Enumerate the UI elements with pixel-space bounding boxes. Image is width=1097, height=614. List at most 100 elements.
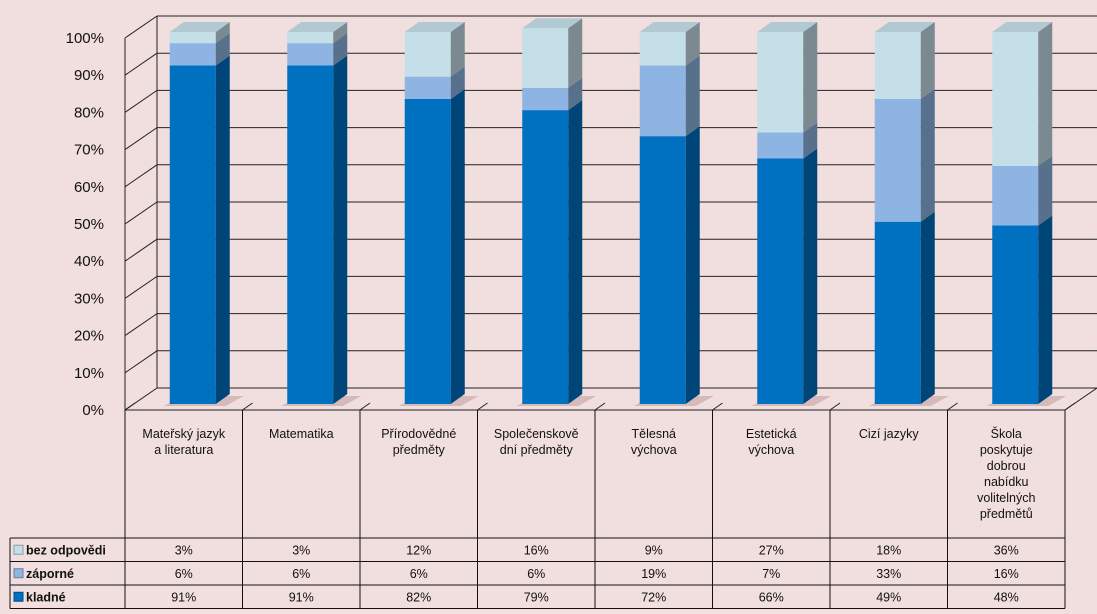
data-label: 79%: [524, 590, 549, 604]
bar-segment-side: [803, 122, 818, 159]
bar-segment-bez-odpovědi: [757, 32, 804, 133]
data-label: 7%: [762, 567, 780, 581]
bars: [163, 18, 1067, 406]
bar-segment-bez-odpovědi: [992, 32, 1039, 166]
bar-segment-side: [1038, 155, 1053, 226]
data-label: 36%: [994, 543, 1019, 557]
category-label: a literatura: [154, 443, 213, 457]
bar-segment-side: [568, 18, 583, 88]
data-label: 91%: [289, 590, 314, 604]
legend-label: záporné: [26, 567, 74, 581]
bar-segment-záporné: [874, 98, 921, 222]
bar-segment-side: [1038, 22, 1053, 166]
bar-segment-záporné: [992, 165, 1039, 226]
data-label: 6%: [527, 567, 545, 581]
category-label: Mateřský jazyk: [142, 427, 225, 441]
bar-top: [757, 22, 818, 32]
bar-segment-side: [333, 33, 348, 66]
bar-segment-kladné: [287, 65, 334, 404]
data-label: 6%: [410, 567, 428, 581]
bar-segment-side: [568, 100, 583, 405]
bar-segment-záporné: [287, 43, 334, 66]
bar-segment-kladné: [757, 158, 804, 404]
data-label: 18%: [876, 543, 901, 557]
floor-tick: [124, 402, 136, 411]
bar-segment-side: [803, 148, 818, 404]
bar-segment-side: [333, 22, 348, 44]
bar-segment-bez-odpovědi: [169, 32, 216, 44]
y-tick-label: 100%: [66, 30, 104, 47]
bar-segment-záporné: [639, 65, 686, 137]
data-label: 19%: [641, 567, 666, 581]
bar-segment-záporné: [757, 132, 804, 159]
category-label: výchova: [631, 443, 677, 457]
data-label: 27%: [759, 543, 784, 557]
data-label: 6%: [292, 567, 310, 581]
bar-segment-side: [215, 33, 230, 66]
data-label: 48%: [994, 590, 1019, 604]
bar-segment-side: [215, 22, 230, 44]
bar-segment-side: [1038, 215, 1053, 404]
gridlines: [124, 15, 1097, 411]
bar-segment-záporné: [169, 43, 216, 66]
category-label: Matematika: [269, 427, 334, 441]
grid-depth-line: [124, 350, 158, 374]
bar-top: [169, 22, 230, 32]
bar-segment-kladné: [639, 136, 686, 404]
category-label: Cizí jazyky: [859, 427, 919, 441]
y-tick-label: 80%: [74, 104, 104, 121]
bar-segment-side: [333, 55, 348, 404]
bar-segment-side: [568, 77, 583, 111]
bar-segment-bez-odpovědi: [639, 32, 686, 66]
legend-label: bez odpovědi: [26, 543, 106, 557]
floor-tick: [712, 402, 723, 411]
legend-label: kladné: [26, 590, 66, 604]
grid-depth-line: [124, 164, 158, 188]
grid-depth-line: [124, 238, 158, 262]
bar-segment-side: [920, 22, 935, 99]
y-tick-label: 90%: [74, 67, 104, 84]
legend-key: [13, 544, 24, 555]
y-tick-label: 30%: [74, 290, 104, 307]
bar-segment-kladné: [992, 225, 1039, 404]
bar-segment-side: [803, 22, 818, 133]
floor-tick: [829, 402, 841, 411]
bar-segment-kladné: [169, 65, 216, 404]
legend-key: [13, 568, 24, 579]
category-label: nabídku: [984, 475, 1029, 489]
y-tick-label: 70%: [74, 142, 104, 159]
category-label: dobrou: [987, 459, 1026, 473]
category-label: předmětů: [980, 507, 1033, 521]
grid-depth-line: [124, 127, 158, 151]
grid-depth-line: [124, 15, 158, 39]
category-label: Estetická: [746, 427, 797, 441]
category-label: poskytuje: [980, 443, 1033, 457]
data-label: 33%: [876, 567, 901, 581]
data-label: 3%: [292, 543, 310, 557]
data-label: 66%: [759, 590, 784, 604]
category-label: Tělesná: [632, 427, 677, 441]
y-tick-label: 60%: [74, 179, 104, 196]
grid-depth-line: [124, 201, 158, 225]
floor-tick: [477, 402, 488, 411]
y-tick-label: 50%: [74, 216, 104, 233]
category-label: Škola: [991, 426, 1022, 441]
grid-depth-line: [124, 89, 158, 113]
data-label: 91%: [171, 590, 196, 604]
grid-depth-line: [124, 52, 158, 76]
legend-key: [13, 591, 24, 602]
bar-segment-bez-odpovědi: [522, 28, 569, 88]
bar-segment-záporné: [404, 76, 451, 99]
data-label: 82%: [406, 590, 431, 604]
floor-tick: [947, 402, 958, 411]
y-tick-label: 10%: [74, 365, 104, 382]
data-label: 9%: [645, 543, 663, 557]
bar-segment-side: [685, 126, 700, 404]
y-axis-ticks: 0% 10% 20% 30% 40% 50% 60% 70% 80% 90% 100%: [66, 30, 104, 419]
data-label: 16%: [994, 567, 1019, 581]
bar-segment-záporné: [522, 87, 569, 111]
grid-depth-line: [124, 313, 158, 337]
category-label: výchova: [748, 443, 794, 457]
bar-segment-side: [215, 55, 230, 404]
bar-top: [639, 22, 700, 32]
